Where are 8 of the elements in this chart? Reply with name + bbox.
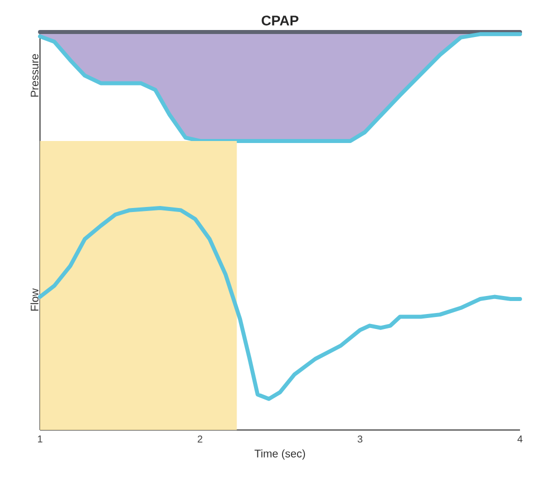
x-tick-label: 2 xyxy=(198,436,202,442)
series-label: CPAP xyxy=(262,16,298,26)
x-tick-label: 3 xyxy=(358,436,362,443)
x-axis-title: Time (sec) xyxy=(254,449,305,460)
x-tick-label: 4 xyxy=(517,436,522,442)
y-axis-title: Pressure xyxy=(30,54,38,97)
y-axis-title: Flow xyxy=(30,288,38,311)
x-tick-label: 1 xyxy=(38,436,42,442)
